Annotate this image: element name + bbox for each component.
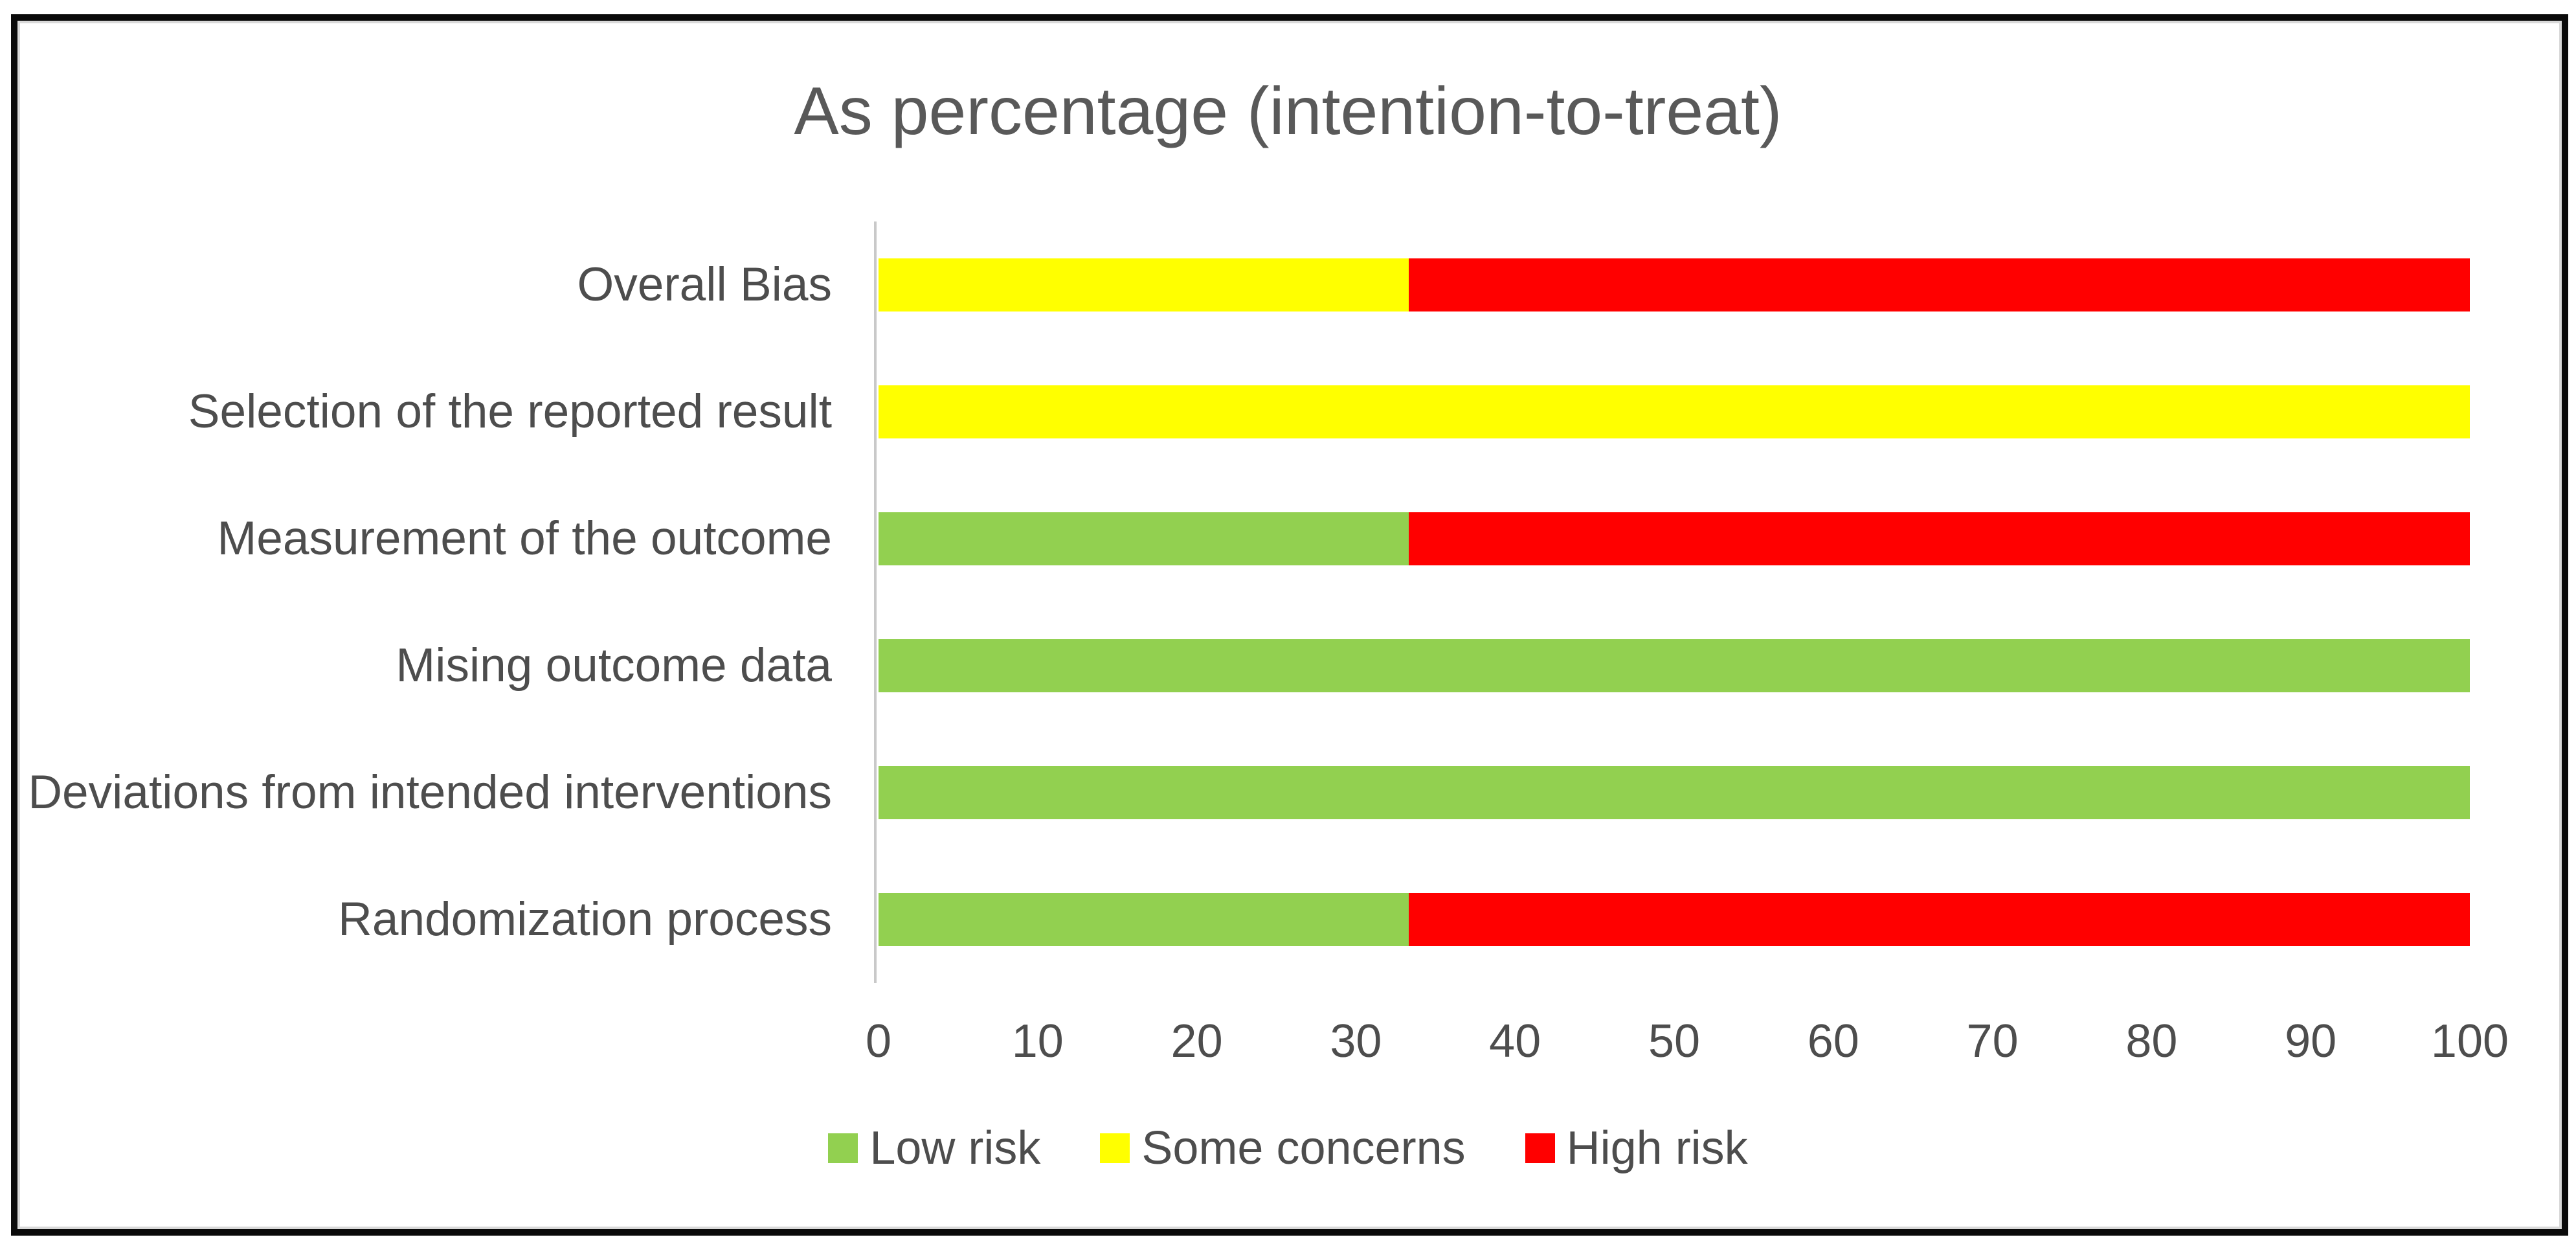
bar-segment-high-risk <box>1408 893 2470 946</box>
legend-swatch-some-concerns <box>1100 1133 1130 1163</box>
x-tick-label: 30 <box>1330 1015 1382 1067</box>
legend: Low risk Some concerns High risk <box>0 1122 2576 1175</box>
category-label: Deviations from intended interventions <box>28 766 832 819</box>
bar-row <box>879 258 2470 312</box>
bar-segment-low-risk <box>879 766 2470 819</box>
bar-segment-some-concerns <box>879 385 2470 438</box>
category-label: Mising outcome data <box>396 639 832 692</box>
bar-row <box>879 893 2470 946</box>
x-tick-label: 50 <box>1648 1015 1701 1067</box>
bar-row <box>879 385 2470 438</box>
legend-label: Some concerns <box>1141 1122 1466 1174</box>
x-tick-label: 10 <box>1011 1015 1064 1067</box>
category-label: Overall Bias <box>577 258 832 311</box>
x-tick-label: 60 <box>1807 1015 1859 1067</box>
bar-row <box>879 639 2470 692</box>
x-tick-label: 70 <box>1966 1015 2019 1067</box>
bar-row <box>879 766 2470 819</box>
bar-segment-low-risk <box>879 639 2470 692</box>
bar-row <box>879 512 2470 565</box>
bar-segment-some-concerns <box>879 258 1409 312</box>
legend-swatch-high-risk <box>1525 1133 1555 1163</box>
figure-border <box>11 14 2568 1236</box>
bar-segment-low-risk <box>879 893 1409 946</box>
category-label: Randomization process <box>338 893 832 946</box>
category-label: Selection of the reported result <box>188 385 832 438</box>
x-tick-label: 80 <box>2125 1015 2178 1067</box>
legend-item-high-risk: High risk <box>1525 1122 1748 1175</box>
x-tick-label: 40 <box>1489 1015 1541 1067</box>
legend-item-low-risk: Low risk <box>828 1122 1040 1175</box>
x-tick-label: 0 <box>865 1015 892 1067</box>
x-tick-label: 100 <box>2430 1015 2509 1067</box>
legend-label: Low risk <box>869 1122 1041 1174</box>
category-label: Measurement of the outcome <box>217 512 833 565</box>
legend-item-some-concerns: Some concerns <box>1100 1122 1466 1175</box>
y-axis-line <box>874 221 877 983</box>
bar-segment-high-risk <box>1408 512 2470 565</box>
bar-segment-high-risk <box>1408 258 2470 312</box>
x-tick-label: 20 <box>1170 1015 1223 1067</box>
legend-swatch-low-risk <box>828 1133 858 1163</box>
bar-segment-low-risk <box>879 512 1409 565</box>
chart-title: As percentage (intention-to-treat) <box>794 74 1782 149</box>
x-tick-label: 90 <box>2285 1015 2337 1067</box>
legend-label: High risk <box>1566 1122 1748 1174</box>
